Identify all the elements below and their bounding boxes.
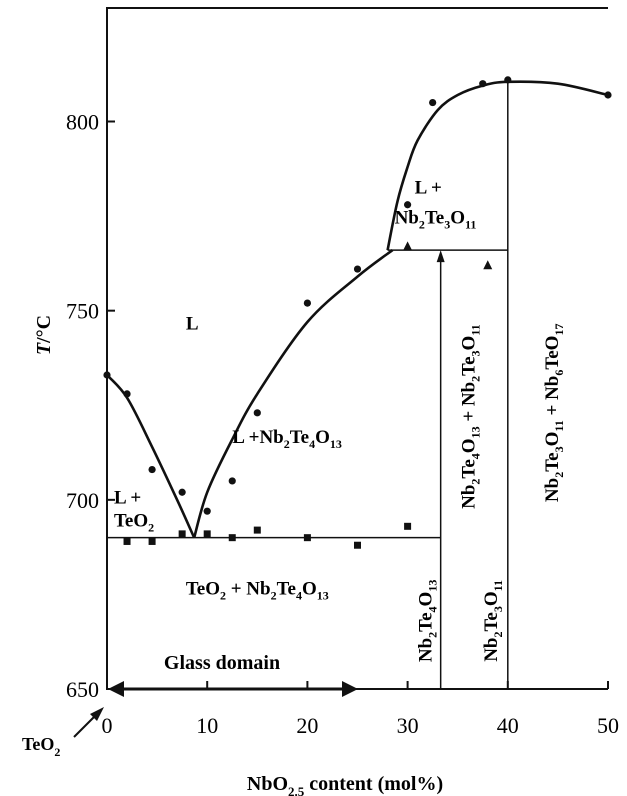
region-label-Nb2Te3O11-line: Nb2Te3O11 bbox=[481, 580, 505, 662]
region-label-L-Nb2Te3O11-b: Nb2Te3O11 bbox=[395, 208, 477, 232]
data-point-square bbox=[148, 537, 156, 545]
data-point-circle bbox=[303, 299, 311, 307]
y-tick-label: 750 bbox=[66, 299, 99, 324]
data-point-circle bbox=[203, 507, 211, 515]
data-point-square bbox=[404, 522, 412, 530]
plot-frame bbox=[106, 7, 608, 690]
axis-ticks: 0 10 20 30 40 50 650 700 750 800 bbox=[66, 110, 619, 739]
y-axis-title: T/°C bbox=[33, 315, 55, 355]
y-tick-label: 650 bbox=[66, 677, 99, 702]
region-label-TeO2-Nb2Te4O13: TeO2 + Nb2Te4O13 bbox=[186, 578, 329, 602]
data-point-square bbox=[123, 537, 131, 545]
glass-domain: Glass domain bbox=[108, 652, 358, 697]
liquidus-curve bbox=[386, 80, 609, 251]
region-label-L-Nb2Te4O13: L +Nb2Te4O13 bbox=[232, 427, 342, 451]
region-label-Nb2Te4O13-line: Nb2Te4O13 bbox=[416, 580, 440, 662]
data-point-circle bbox=[103, 371, 111, 379]
data-point-circle bbox=[604, 91, 612, 99]
data-point-square bbox=[203, 530, 211, 538]
data-point-circle bbox=[479, 80, 487, 88]
teo2-corner-arrow bbox=[73, 707, 104, 738]
data-point-square bbox=[303, 534, 311, 542]
data-point-triangle bbox=[483, 260, 493, 270]
phase-boundaries bbox=[106, 79, 609, 689]
x-tick-label: 40 bbox=[497, 713, 519, 738]
region-label-Nb2Te3O11-Nb6TeO17: Nb2Te3O11 + Nb6TeO17 bbox=[542, 324, 566, 503]
y-tick-label: 800 bbox=[66, 110, 99, 135]
region-label-L-TeO2-b: TeO2 bbox=[114, 510, 154, 534]
data-point-square bbox=[354, 541, 361, 549]
liquidus-curve bbox=[106, 374, 196, 539]
x-tick-label: 10 bbox=[196, 713, 218, 738]
region-label-L-Nb2Te3O11-a: L + bbox=[415, 177, 442, 198]
x-tick-label: 30 bbox=[397, 713, 419, 738]
region-label-L: L bbox=[186, 314, 199, 335]
data-point-square bbox=[253, 526, 261, 534]
x-axis-title: NbO2.5 content (mol%) bbox=[247, 773, 443, 796]
data-point-circle bbox=[404, 201, 412, 209]
data-point-triangle bbox=[403, 241, 413, 251]
x-tick-label: 20 bbox=[296, 713, 318, 738]
axis-frame bbox=[106, 7, 608, 690]
phase-line-arrowhead bbox=[436, 250, 445, 263]
liquidus-curve bbox=[192, 249, 394, 539]
data-point-square bbox=[178, 530, 186, 538]
data-point-square bbox=[228, 534, 236, 542]
data-point-circle bbox=[148, 465, 156, 474]
data-point-circle bbox=[178, 488, 186, 496]
data-point-circle bbox=[504, 76, 512, 84]
data-point-circle bbox=[353, 265, 362, 273]
teo2-corner-label: TeO2 bbox=[22, 734, 60, 759]
data-point-circle bbox=[123, 390, 131, 398]
data-points bbox=[103, 76, 612, 549]
x-tick-label: 50 bbox=[597, 713, 619, 738]
glass-domain-label: Glass domain bbox=[164, 652, 280, 674]
y-tick-label: 700 bbox=[66, 488, 99, 513]
region-label-L-TeO2-a: L + bbox=[114, 488, 141, 509]
data-point-circle bbox=[253, 409, 261, 417]
data-point-circle bbox=[429, 98, 437, 107]
region-label-Nb2Te4O13-Nb2Te3O11: Nb2Te4O13 + Nb2Te3O11 bbox=[459, 324, 483, 509]
data-point-circle bbox=[228, 477, 236, 485]
x-tick-label: 0 bbox=[102, 713, 113, 738]
